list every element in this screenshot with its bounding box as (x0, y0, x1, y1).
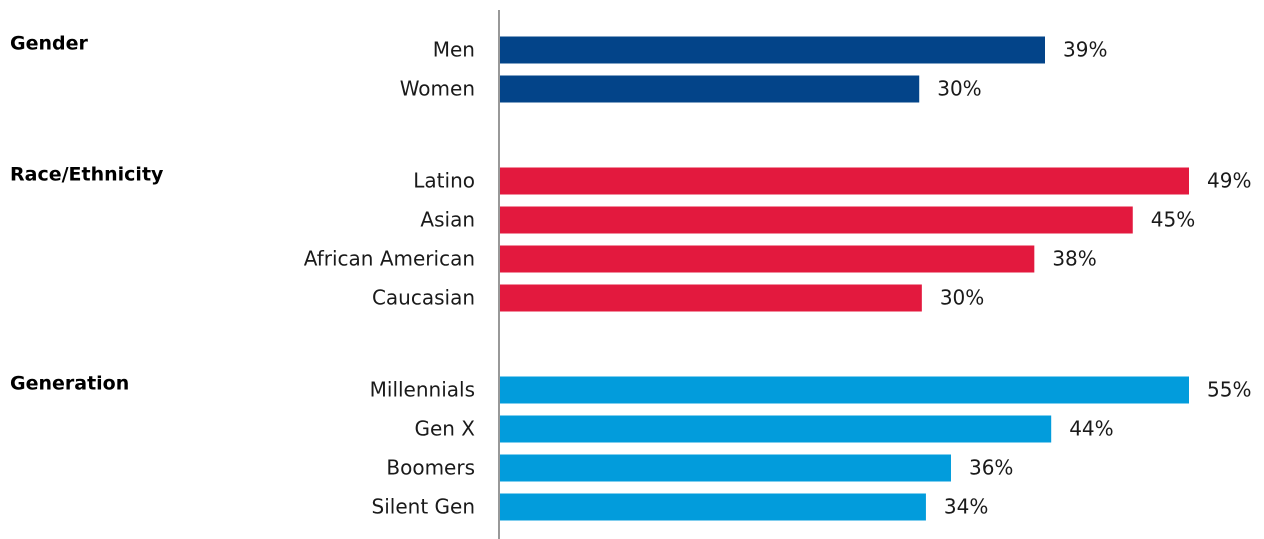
group-title: Gender (10, 33, 88, 55)
data-label: 38% (1052, 247, 1096, 271)
data-label: 30% (940, 286, 984, 310)
category-label: Gen X (414, 417, 475, 441)
category-label: Women (400, 77, 475, 101)
category-label: African American (304, 247, 475, 271)
category-label: Millennials (370, 378, 475, 402)
category-label: Men (433, 38, 475, 62)
group-title: Race/Ethnicity (10, 164, 164, 186)
bar (500, 75, 920, 103)
bar (500, 284, 922, 312)
data-label: 44% (1069, 417, 1113, 441)
group-generation: Generation Millennials 55% Gen X 44% Boomers 3… (10, 373, 1251, 521)
bar (500, 454, 951, 482)
bar (500, 36, 1045, 64)
category-label: Silent Gen (372, 495, 475, 519)
data-label: 36% (969, 456, 1013, 480)
data-label: 49% (1207, 169, 1251, 193)
category-label: Boomers (386, 456, 475, 480)
group-race-ethnicity: Race/Ethnicity Latino 49% Asian 45% African A… (10, 164, 1251, 312)
bar (500, 245, 1035, 273)
category-label: Asian (420, 208, 475, 232)
bar (500, 493, 926, 521)
category-label: Latino (413, 169, 475, 193)
category-label: Caucasian (372, 286, 475, 310)
bar-groups: Gender Men 39% Women 30% Race/Ethnicity Latino… (10, 33, 1251, 521)
data-label: 45% (1151, 208, 1195, 232)
bar (500, 376, 1189, 404)
bar (500, 206, 1133, 234)
data-label: 30% (937, 77, 981, 101)
data-label: 34% (944, 495, 988, 519)
data-label: 55% (1207, 378, 1251, 402)
data-label: 39% (1063, 38, 1107, 62)
group-gender: Gender Men 39% Women 30% (10, 33, 1107, 103)
bar (500, 167, 1189, 195)
bar (500, 415, 1052, 443)
group-title: Generation (10, 373, 129, 395)
